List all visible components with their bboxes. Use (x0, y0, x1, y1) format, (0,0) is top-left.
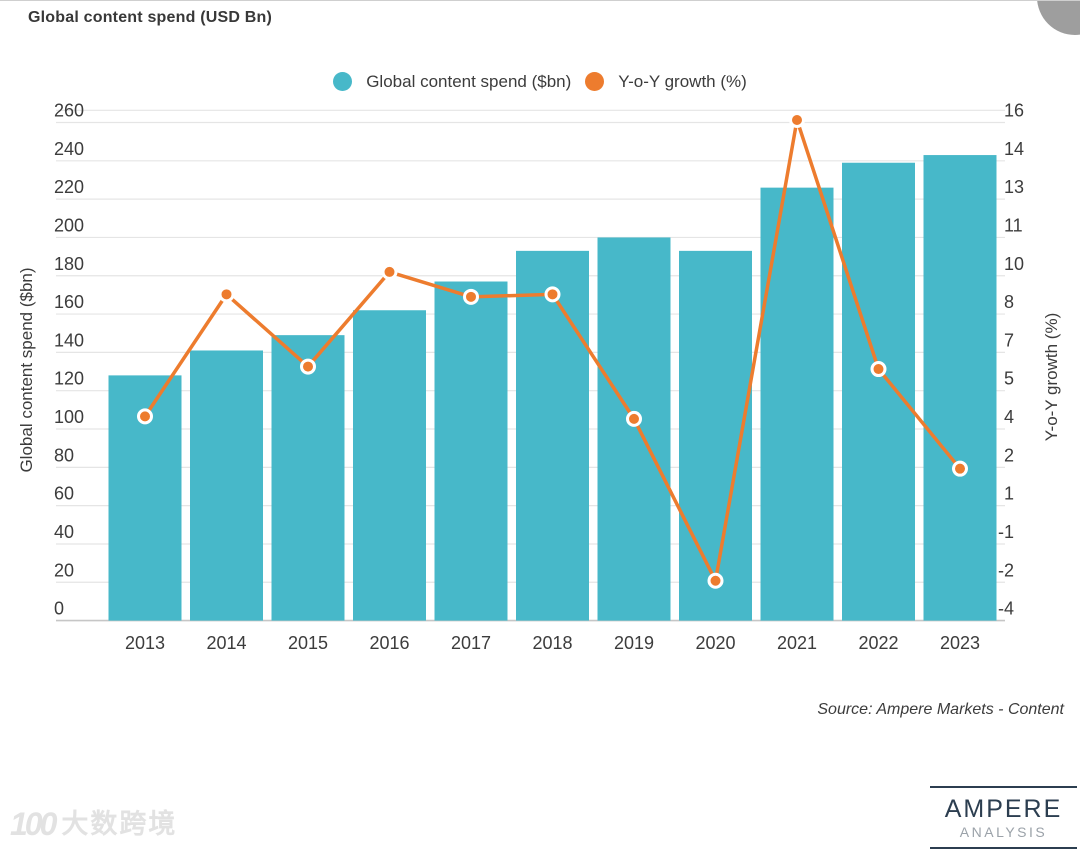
chart-title: Global content spend (USD Bn) (28, 9, 273, 26)
left-axis-tick-label: 20 (54, 560, 74, 580)
bar-2016 (353, 310, 426, 621)
right-axis-tick-label: 5 (1004, 369, 1014, 389)
growth-marker-2015 (300, 358, 316, 375)
x-axis-label: 2017 (451, 633, 491, 653)
legend-growth-label: Y-o-Y growth (%) (618, 72, 747, 91)
ampere-logo-rule-bottom (930, 847, 1077, 849)
x-axis-label: 2022 (858, 633, 898, 653)
right-axis-tick-label: -2 (998, 560, 1014, 580)
right-axis-tick-label: 11 (1004, 215, 1023, 235)
right-axis-tick-label: -1 (998, 522, 1014, 542)
x-axis-label: 2020 (695, 633, 735, 653)
left-axis-tick-label: 180 (54, 254, 84, 274)
bar-2017 (434, 281, 508, 621)
left-axis-tick-label: 160 (54, 292, 84, 312)
right-axis-tick-label: -4 (998, 599, 1014, 619)
x-axis-label: 2013 (125, 633, 165, 653)
bar-2018 (516, 250, 589, 621)
right-axis-tick-label: 14 (1004, 139, 1024, 159)
x-axis-label: 2015 (288, 633, 328, 653)
ampere-logo-rule-top (930, 786, 1077, 788)
growth-marker-2013 (137, 408, 153, 425)
growth-marker-2023 (952, 460, 968, 477)
legend-item-growth: Y-o-Y growth (%) (585, 72, 747, 91)
x-axis-label: 2016 (369, 633, 409, 653)
x-axis-label: 2023 (940, 633, 980, 653)
left-axis-tick-label: 220 (54, 177, 84, 197)
x-axis-label: 2021 (777, 633, 817, 653)
left-axis-tick-label: 80 (54, 445, 74, 465)
left-axis-tick-label: 240 (54, 139, 84, 159)
left-axis-title: Global content spend ($bn) (17, 267, 36, 472)
right-axis-tick-label: 1 (1004, 484, 1014, 504)
right-axis-tick-label: 7 (1004, 330, 1014, 350)
growth-marker-2018 (544, 286, 561, 303)
growth-marker-2022 (870, 361, 887, 378)
right-axis-title: Y-o-Y growth (%) (1042, 313, 1061, 442)
growth-marker-2020 (707, 572, 724, 589)
right-axis-tick-label: 4 (1004, 407, 1014, 427)
source-caption: Source: Ampere Markets - Content (817, 701, 1064, 718)
left-axis-tick-label: 40 (54, 522, 74, 542)
legend-spend-label: Global content spend ($bn) (366, 72, 572, 91)
right-axis-tick-label: 10 (1004, 254, 1024, 274)
ampere-logo-name: AMPERE (944, 795, 1063, 823)
left-axis-tick-label: 140 (54, 330, 84, 350)
ampere-logo-subtitle: ANALYSIS (959, 824, 1048, 840)
watermark: 100 大数跨境 (10, 804, 177, 844)
growth-marker-2016 (381, 263, 398, 280)
bar-2014 (190, 350, 263, 621)
bar-2023 (923, 155, 997, 621)
bar-2021 (760, 187, 834, 621)
watermark-text: 大数跨境 (61, 809, 178, 839)
x-axis-label: 2014 (206, 633, 246, 653)
legend-item-spend: Global content spend ($bn) (333, 72, 571, 91)
left-axis-tick-label: 60 (54, 484, 74, 504)
legend-growth-dot-icon (585, 72, 605, 91)
growth-marker-2014 (218, 286, 235, 303)
left-axis-tick-label: 0 (54, 599, 64, 619)
bar-2022 (842, 162, 915, 621)
right-axis-tick-label: 2 (1004, 445, 1014, 465)
bar-2019 (597, 237, 671, 621)
right-axis-tick-label: 16 (1004, 101, 1024, 121)
left-axis-tick-label: 100 (54, 407, 84, 427)
legend-spend-dot-icon (333, 72, 353, 91)
growth-marker-2017 (463, 288, 479, 305)
right-axis-tick-label: 8 (1004, 292, 1014, 312)
ampere-logo: AMPERE ANALYSIS (930, 786, 1077, 849)
bar-2015 (271, 335, 345, 621)
left-axis-tick-label: 120 (54, 369, 84, 389)
chart-legend: Global content spend ($bn) Y-o-Y growth … (0, 72, 1080, 91)
growth-marker-2021 (789, 112, 805, 129)
watermark-100-icon: 100 (10, 806, 57, 842)
right-axis-tick-label: 13 (1004, 177, 1024, 197)
x-axis-label: 2019 (614, 633, 654, 653)
x-axis-label: 2018 (532, 633, 572, 653)
left-axis-tick-label: 260 (54, 101, 84, 121)
left-axis-tick-label: 200 (54, 215, 84, 235)
growth-marker-2019 (626, 410, 642, 427)
